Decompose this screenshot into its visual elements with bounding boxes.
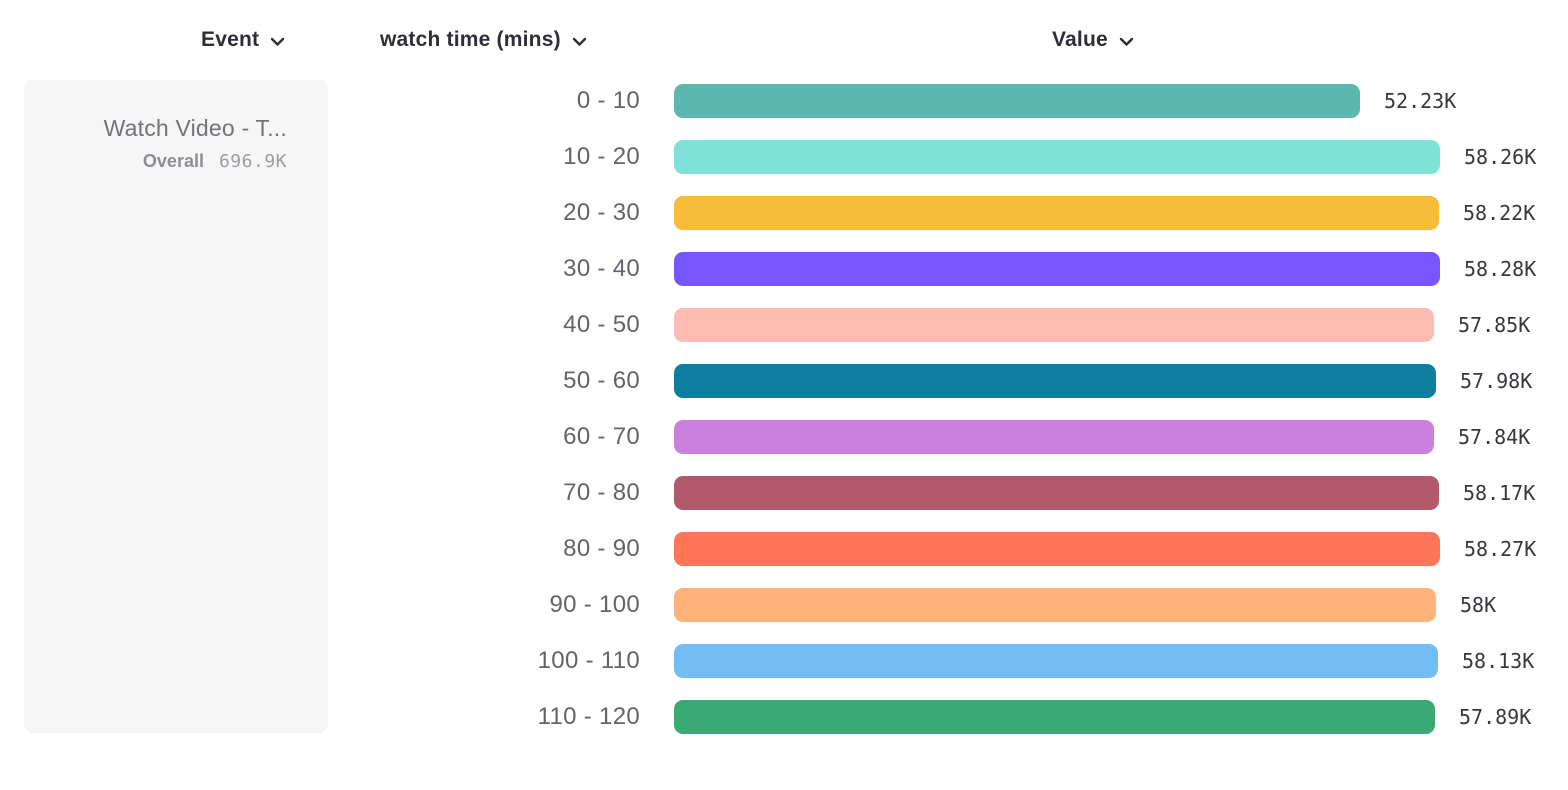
bar-zone: 57.84K bbox=[674, 420, 1530, 454]
bar-0-10[interactable] bbox=[674, 84, 1360, 118]
bar-row: 60 - 70 57.84K bbox=[0, 409, 1568, 465]
bar-value-label: 58.27K bbox=[1464, 537, 1537, 561]
bar-60-70[interactable] bbox=[674, 420, 1434, 454]
bar-30-40[interactable] bbox=[674, 252, 1440, 286]
bar-90-100[interactable] bbox=[674, 588, 1436, 622]
chevron-down-icon bbox=[572, 37, 587, 47]
bar-zone: 57.85K bbox=[674, 308, 1530, 342]
bar-category-label: 80 - 90 bbox=[563, 535, 640, 562]
bar-category-label: 0 - 10 bbox=[576, 87, 640, 114]
bar-80-90[interactable] bbox=[674, 532, 1440, 566]
event-column-label: Event bbox=[201, 28, 260, 51]
bar-category-label: 60 - 70 bbox=[563, 423, 640, 450]
bar-category-label: 20 - 30 bbox=[563, 199, 640, 226]
bar-110-120[interactable] bbox=[674, 700, 1435, 734]
bar-value-label: 57.89K bbox=[1459, 705, 1532, 729]
event-overall-row: Overall 696.9K bbox=[104, 151, 287, 172]
bar-chart: 0 - 10 52.23K 10 - 20 58.26K 20 - 30 58.… bbox=[0, 73, 1568, 745]
bar-category-label: 50 - 60 bbox=[563, 367, 640, 394]
bar-row: 70 - 80 58.17K bbox=[0, 465, 1568, 521]
bar-value-label: 52.23K bbox=[1384, 89, 1457, 113]
overall-value: 696.9K bbox=[218, 151, 287, 172]
bar-row: 50 - 60 57.98K bbox=[0, 353, 1568, 409]
bar-zone: 58.27K bbox=[674, 532, 1536, 566]
event-card-content: Watch Video - T... Overall 696.9K bbox=[104, 115, 287, 172]
bar-value-label: 57.98K bbox=[1460, 369, 1533, 393]
chevron-down-icon bbox=[270, 37, 285, 47]
bar-zone: 57.98K bbox=[674, 364, 1532, 398]
bar-category-label: 40 - 50 bbox=[563, 311, 640, 338]
bar-zone: 58.26K bbox=[674, 140, 1536, 174]
bar-value-label: 58.22K bbox=[1463, 201, 1536, 225]
bar-row: 10 - 20 58.26K bbox=[0, 129, 1568, 185]
bar-value-label: 57.85K bbox=[1458, 313, 1531, 337]
bar-20-30[interactable] bbox=[674, 196, 1439, 230]
breakdown-column-label: watch time (mins) bbox=[380, 28, 561, 51]
bar-zone: 58.22K bbox=[674, 196, 1535, 230]
bar-40-50[interactable] bbox=[674, 308, 1434, 342]
bar-row: 80 - 90 58.27K bbox=[0, 521, 1568, 577]
bar-zone: 58.28K bbox=[674, 252, 1536, 286]
value-column-label: Value bbox=[1052, 28, 1108, 51]
bar-category-label: 10 - 20 bbox=[563, 143, 640, 170]
bar-row: 30 - 40 58.28K bbox=[0, 241, 1568, 297]
event-card[interactable]: Watch Video - T... Overall 696.9K bbox=[24, 80, 328, 733]
bar-value-label: 58.28K bbox=[1464, 257, 1537, 281]
value-column-dropdown[interactable]: Value bbox=[1052, 28, 1134, 52]
bar-category-label: 30 - 40 bbox=[563, 255, 640, 282]
bar-zone: 58.17K bbox=[674, 476, 1535, 510]
overall-label: Overall bbox=[142, 151, 204, 171]
bar-zone: 52.23K bbox=[674, 84, 1456, 118]
bar-category-label: 70 - 80 bbox=[563, 479, 640, 506]
event-name: Watch Video - T... bbox=[103, 115, 287, 141]
bar-value-label: 58.13K bbox=[1462, 649, 1535, 673]
bar-category-label: 100 - 110 bbox=[537, 647, 640, 674]
bar-10-20[interactable] bbox=[674, 140, 1440, 174]
bar-row: 110 - 120 57.89K bbox=[0, 689, 1568, 745]
bar-row: 40 - 50 57.85K bbox=[0, 297, 1568, 353]
bar-zone: 58.13K bbox=[674, 644, 1534, 678]
breakdown-column-dropdown[interactable]: watch time (mins) bbox=[380, 28, 587, 52]
bar-70-80[interactable] bbox=[674, 476, 1439, 510]
bar-zone: 58K bbox=[674, 588, 1496, 622]
bar-row: 0 - 10 52.23K bbox=[0, 73, 1568, 129]
bar-category-label: 110 - 120 bbox=[537, 703, 640, 730]
bar-value-label: 57.84K bbox=[1458, 425, 1531, 449]
bar-row: 100 - 110 58.13K bbox=[0, 633, 1568, 689]
bar-100-110[interactable] bbox=[674, 644, 1438, 678]
chevron-down-icon bbox=[1119, 37, 1134, 47]
bar-zone: 57.89K bbox=[674, 700, 1531, 734]
bar-row: 20 - 30 58.22K bbox=[0, 185, 1568, 241]
bar-50-60[interactable] bbox=[674, 364, 1436, 398]
bar-value-label: 58.17K bbox=[1463, 481, 1536, 505]
bar-value-label: 58K bbox=[1460, 593, 1497, 617]
event-column-dropdown[interactable]: Event bbox=[201, 28, 285, 52]
bar-value-label: 58.26K bbox=[1464, 145, 1537, 169]
bar-row: 90 - 100 58K bbox=[0, 577, 1568, 633]
bar-category-label: 90 - 100 bbox=[549, 591, 640, 618]
